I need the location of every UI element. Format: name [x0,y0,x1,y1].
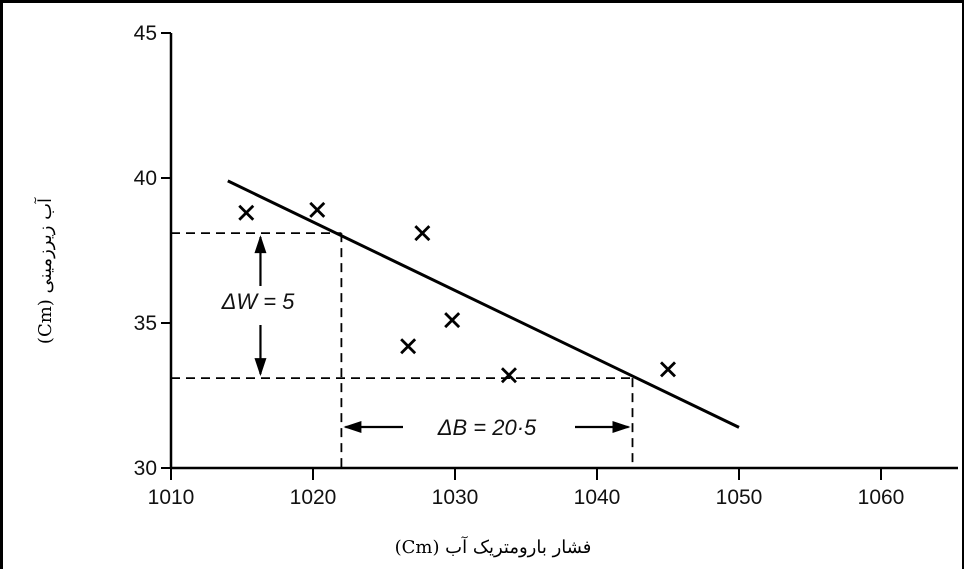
axes: 30 35 40 45 1010 1020 1030 1040 1050 1060 [134,22,958,509]
y-tick-label: 45 [134,22,157,45]
delta-b-arrowhead-right [612,421,631,433]
data-point [238,204,255,221]
x-tick-label: 1040 [574,486,621,509]
data-point-stroke [400,338,417,355]
delta-w-arrowhead-down [254,358,267,377]
annotation-arrows [254,235,631,433]
y-tick-label: 40 [134,167,157,190]
data-point [444,312,461,329]
fit-line-group [227,179,740,429]
data-point [500,367,517,384]
guide-lines [171,232,634,468]
data-point-stroke [309,201,326,218]
data-point-stroke [660,361,676,378]
y-tick-label: 30 [134,457,157,480]
data-point [660,361,676,378]
x-tick-label: 1050 [716,486,763,509]
x-axis-title: فشار بارومتریک آب (Cm) [395,536,592,558]
delta-b-label: ΔB = 20·5 [437,415,537,440]
data-point-stroke [414,225,431,242]
x-tick-label: 1060 [858,486,905,509]
delta-w-label: ΔW = 5 [221,289,296,314]
y-axis-title: آب زیرزمینی (Cm) [34,197,56,344]
data-points [238,201,676,384]
delta-b-arrowhead-left [343,421,362,433]
data-point-stroke [238,204,255,221]
x-tick-label: 1030 [432,486,479,509]
data-point-stroke [500,367,517,384]
delta-w-arrowhead-up [254,235,267,254]
fit-line [227,179,740,429]
data-point [309,201,326,218]
data-point-stroke [444,312,461,329]
x-tick-label: 1020 [290,486,337,509]
data-point [414,225,431,242]
data-point [400,338,417,355]
x-tick-label: 1010 [148,486,195,509]
y-tick-label: 35 [134,312,157,335]
